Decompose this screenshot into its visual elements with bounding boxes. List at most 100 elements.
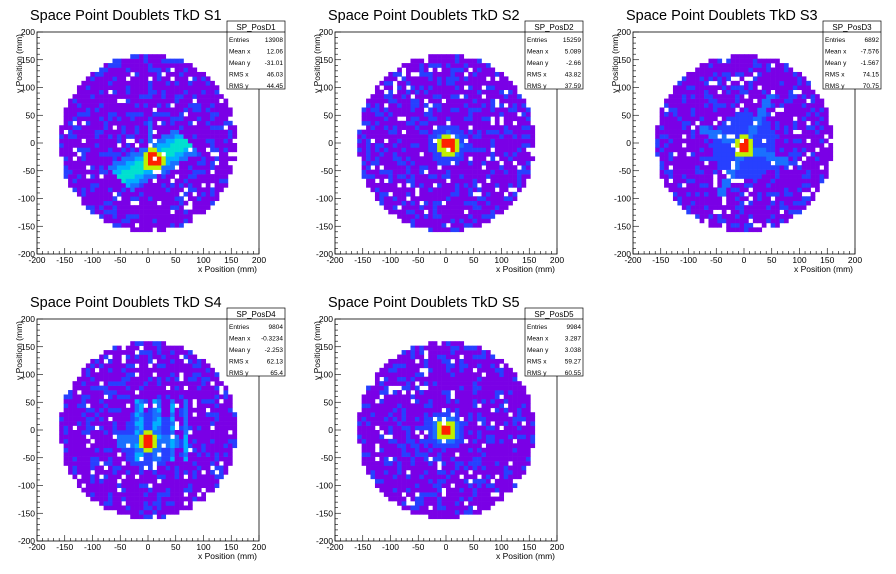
heatmap-bin (392, 174, 398, 179)
heatmap-bin (196, 120, 202, 126)
heatmap-bin (68, 116, 73, 122)
heatmap-bin (401, 160, 407, 166)
heatmap-bin (94, 174, 100, 179)
heatmap-bin (783, 156, 789, 162)
heatmap-bin (726, 103, 731, 108)
heatmap-bin (717, 125, 723, 130)
heatmap-bin (85, 182, 91, 188)
heatmap-bin (90, 107, 96, 113)
heatmap-bin (161, 89, 167, 95)
heatmap-bin (454, 218, 460, 224)
heatmap-bin (125, 174, 131, 179)
heatmap-bin (210, 398, 215, 404)
heatmap-bin (779, 218, 785, 224)
heatmap-bin (205, 169, 211, 175)
heatmap-bin (730, 209, 736, 215)
heatmap-bin (165, 492, 171, 497)
heatmap-bin (366, 169, 371, 175)
heatmap-bin (214, 169, 220, 175)
heatmap-bin (419, 58, 425, 64)
heatmap-bin (463, 156, 469, 162)
heatmap-bin (485, 98, 491, 104)
heatmap-bin (744, 71, 749, 77)
heatmap-bin (374, 187, 380, 193)
heatmap-bin (81, 425, 87, 431)
heatmap-bin (783, 94, 789, 99)
heatmap-bin (148, 341, 153, 346)
heatmap-bin (419, 156, 425, 162)
heatmap-bin (735, 134, 740, 139)
heatmap-bin (450, 111, 456, 117)
heatmap-bin (90, 381, 96, 386)
heatmap-bin (134, 205, 140, 210)
y-tick-label: -200 (614, 249, 631, 259)
heatmap-bin (210, 367, 215, 373)
heatmap-bin (437, 103, 442, 108)
heatmap-bin (148, 85, 153, 91)
heatmap-bin (90, 151, 96, 157)
heatmap-bin (174, 487, 180, 493)
heatmap-bin (108, 174, 113, 179)
heatmap-bin (721, 116, 727, 122)
heatmap-bin (179, 80, 184, 86)
heatmap-bin (459, 191, 465, 197)
heatmap-bin (81, 478, 87, 484)
heatmap-bin (739, 129, 745, 135)
heatmap-bin (103, 143, 109, 148)
heatmap-bin (797, 134, 803, 139)
heatmap-bin (677, 156, 683, 162)
heatmap-bin (681, 156, 687, 162)
heatmap-bin (441, 138, 447, 144)
heatmap-bin (677, 147, 683, 153)
heatmap-bin (450, 205, 456, 210)
heatmap-bin (68, 156, 73, 162)
heatmap-bin (659, 107, 665, 113)
heatmap-bin (183, 465, 189, 471)
heatmap-bin (125, 151, 131, 157)
heatmap-bin (810, 94, 816, 99)
heatmap-bin (739, 111, 745, 117)
heatmap-bin (187, 376, 193, 382)
stats-value: 5.089 (565, 49, 582, 56)
heatmap-bin (779, 85, 785, 91)
heatmap-bin (183, 354, 189, 360)
heatmap-bin (432, 151, 438, 157)
heatmap-bin (121, 107, 127, 113)
heatmap-bin (512, 129, 518, 135)
heatmap-bin (788, 151, 794, 157)
heatmap-bin (201, 174, 207, 179)
heatmap-bin (130, 469, 135, 475)
heatmap-bin (494, 138, 500, 144)
heatmap-bin (664, 143, 669, 148)
heatmap-bin (125, 134, 131, 139)
heatmap-bin (708, 89, 714, 95)
heatmap-bin (85, 385, 91, 391)
heatmap-bin (788, 116, 794, 122)
heatmap-bin (779, 138, 785, 144)
heatmap-bin (792, 125, 798, 130)
heatmap-bin (770, 71, 776, 77)
heatmap-bin (695, 214, 700, 219)
heatmap-bin (196, 403, 202, 409)
heatmap-bin (815, 129, 820, 135)
heatmap-bin (116, 425, 122, 431)
heatmap-bin (361, 165, 367, 170)
heatmap-bin (148, 385, 153, 391)
heatmap-bin (196, 461, 202, 466)
heatmap-bin (681, 89, 687, 95)
heatmap-bin (783, 169, 789, 175)
heatmap-bin (392, 200, 398, 206)
heatmap-bin (161, 509, 167, 515)
heatmap-bin (94, 138, 100, 144)
heatmap-bin (94, 169, 100, 175)
heatmap-bin (450, 143, 456, 148)
heatmap-bin (170, 169, 175, 175)
heatmap-bin (823, 120, 829, 126)
heatmap-bin (508, 120, 513, 126)
heatmap-bin (130, 341, 135, 346)
heatmap-bin (792, 187, 798, 193)
heatmap-bin (170, 403, 175, 409)
heatmap-bin (721, 98, 727, 104)
heatmap-bin (704, 209, 709, 215)
heatmap-bin (472, 218, 478, 224)
